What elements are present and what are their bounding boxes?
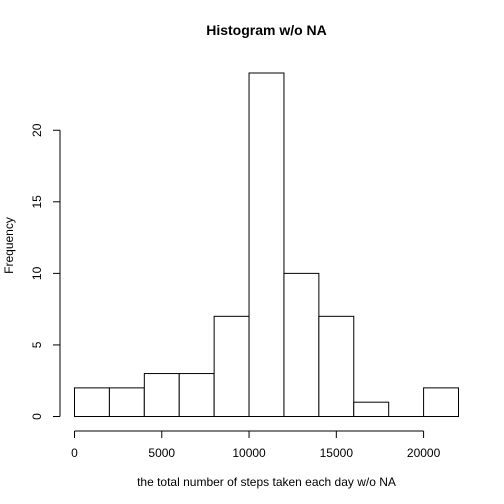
y-tick-label: 15 [30,195,44,209]
y-axis: 0 5 10 15 20 [30,123,61,420]
x-tick-label: 0 [71,446,78,460]
x-tick-label: 5000 [148,446,175,460]
histogram-bar [213,315,250,417]
x-tick-label: 10000 [232,446,266,460]
y-axis-label: Frequency [2,217,16,274]
histogram-bar [74,387,110,417]
y-tick-label: 5 [30,341,44,348]
y-tick-label: 10 [30,266,44,280]
x-tick-label: 20000 [407,446,441,460]
histogram-bar [178,373,215,417]
histogram-bar [423,387,460,417]
histogram-bar [318,315,355,417]
histogram-bar [353,401,390,417]
chart-title: Histogram w/o NA [206,22,327,38]
x-tick-label: 15000 [320,446,354,460]
histogram-bar [143,373,180,417]
histogram-bar [108,387,145,417]
histogram-bar [283,272,320,417]
x-axis-label: the total number of steps taken each day… [137,475,396,489]
histogram-bar [248,72,285,417]
y-tick-label: 0 [30,413,44,420]
x-axis: 0 5000 10000 15000 20000 [71,430,441,460]
histogram-bars [74,72,460,417]
y-tick-label: 20 [30,123,44,137]
